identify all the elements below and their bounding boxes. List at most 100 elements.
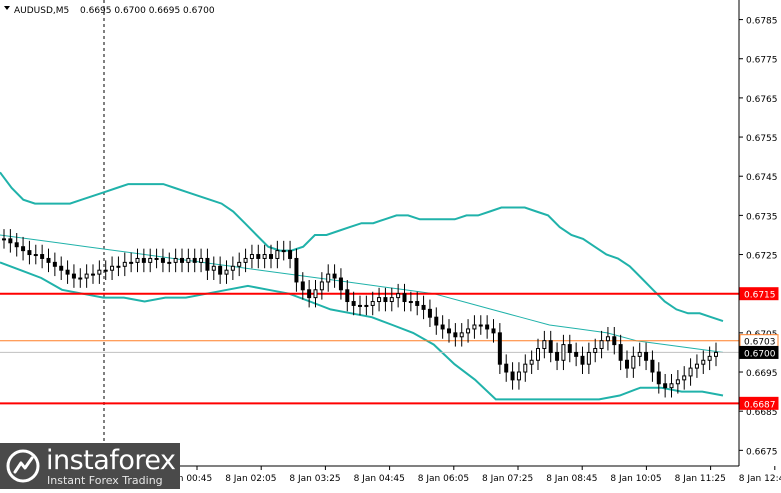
instaforex-logo: instaforex Instant Forex Trading [0,443,180,489]
chart-header: AUDUSD,M5 0.6695 0.6700 0.6695 0.6700 [4,6,215,16]
candle [8,229,13,253]
candle [599,330,604,359]
candle-body [332,273,337,279]
candle [256,244,261,269]
candle [307,279,312,308]
candle [434,307,439,335]
candle [332,264,337,288]
candlestick-series [2,229,718,398]
candle [453,323,458,347]
candle-body [358,304,362,307]
candle [300,272,305,300]
candle-body [466,328,471,334]
price-tick-label: 0.6725 [746,252,778,262]
candle [91,264,95,284]
candle [46,248,51,273]
candle [415,291,420,316]
candle [656,362,661,394]
price-tick-label: 0.6775 [746,56,778,66]
candle-body [262,254,267,259]
candle-body [135,257,140,263]
candle-body [199,257,204,263]
price-tick-label: 0.6745 [746,173,778,183]
candle-body [427,308,432,318]
candle [644,342,649,371]
candle [650,350,655,382]
candle-body [574,351,579,357]
symbol-label: AUDUSD,M5 [14,6,69,16]
candle-body [180,257,184,263]
candle [237,252,242,277]
candle-body [27,250,32,256]
candle [440,315,445,339]
candle-body [326,273,331,283]
candle-body [561,344,566,361]
candle-body [529,359,534,365]
candle [262,244,267,269]
candle-body [237,261,242,267]
candle [167,252,172,273]
candle-body [637,351,642,357]
candle-body [682,375,687,381]
candle [180,248,184,273]
candle-body [65,269,70,275]
candle [59,256,64,280]
candle-body [389,297,394,303]
candle [129,252,134,273]
price-tick-label: 0.6785 [746,17,778,27]
candle-body [167,261,172,264]
candle [637,342,642,367]
candle-body [485,324,490,330]
candle-body [160,257,165,263]
candle-body [625,359,629,369]
candle [192,248,197,273]
candle-body [618,344,623,361]
candle-body [71,273,76,279]
candle-body [313,289,318,299]
candle [536,338,540,371]
candle [427,299,432,327]
candle [141,248,146,273]
candle-body [103,269,108,272]
candle [281,240,286,261]
upper-level-label: 0.6715 [739,287,779,301]
price-label-box [739,396,779,410]
triangle-down-icon [4,6,10,10]
candle-body [205,257,210,271]
time-tick-label: 8 Jan 00:45 [161,474,212,484]
candle-body [675,379,680,385]
candle [78,268,83,288]
candle-body [294,257,299,283]
candle-body [14,242,19,248]
candle [351,291,356,316]
candle [631,346,636,378]
candle [421,295,426,320]
candle [574,342,579,367]
candle-body [116,265,121,268]
candle-body [402,293,407,303]
candle [682,366,687,390]
candle-body [523,363,528,373]
price-label-text: 0.6715 [744,291,776,301]
candle [383,287,388,312]
candle-body [148,257,153,263]
candle [396,283,401,308]
candle [148,248,153,273]
candle-body [192,257,197,263]
candle [2,229,6,249]
candle-body [669,383,674,389]
candle [478,315,483,335]
candle [377,287,382,312]
candle [389,287,394,312]
candle-body [663,383,668,389]
candle [319,272,324,300]
candle-body [186,257,191,263]
candle-body [714,351,718,357]
candle [510,362,515,390]
candle-body [567,344,572,353]
candle-body [548,340,553,353]
candle-body [516,371,521,381]
